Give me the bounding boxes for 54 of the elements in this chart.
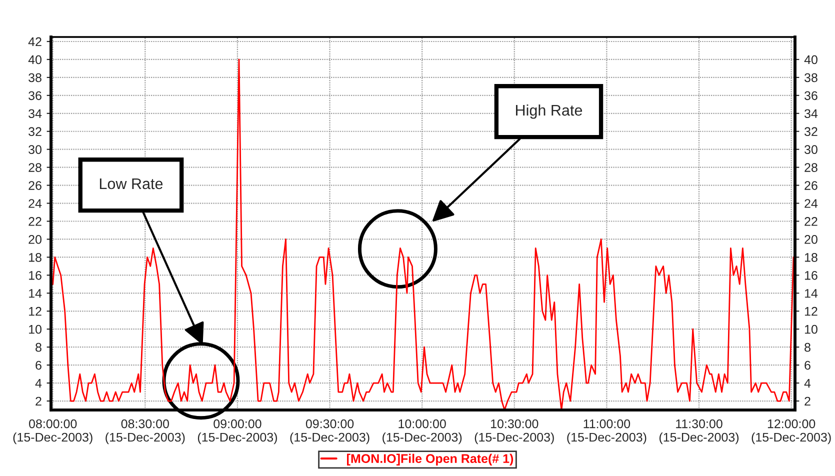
y2-tick-label: 8	[804, 342, 810, 352]
y-tick-label: 30	[28, 145, 42, 154]
y2-tick-label: 10	[804, 324, 818, 334]
x-tick-label: 10:00:00 (15-Dec-2003)	[382, 419, 462, 444]
x-tick-label: 11:30:00 (15-Dec-2003)	[659, 419, 739, 444]
y-tick-label: 6	[36, 360, 42, 370]
legend-label: [MON.IO]File Open Rate(# 1)	[347, 454, 514, 466]
y-tick-label: 34	[28, 109, 42, 118]
y2-tick-label: 38	[804, 73, 818, 82]
y2-tick-label: 24	[804, 199, 818, 208]
y2-tick-label: 18	[804, 253, 818, 262]
y-tick-label: 20	[28, 235, 42, 244]
y2-tick-label: 20	[804, 235, 818, 244]
y-tick-label: 38	[28, 73, 42, 82]
y2-tick-label: 32	[804, 127, 818, 136]
y2-tick-label: 12	[804, 306, 818, 316]
y-tick-label: 2	[36, 396, 42, 406]
y-tick-label: 22	[28, 217, 42, 226]
x-tick-label: 08:00:00 (15-Dec-2003)	[13, 419, 92, 444]
y2-tick-label: 16	[804, 270, 818, 280]
y-tick-label: 40	[28, 55, 42, 64]
x-tick-label: 12:00:00 (15-Dec-2003)	[752, 419, 831, 444]
y-tick-label: 42	[28, 37, 42, 46]
y2-tick-label: 26	[804, 181, 818, 190]
y2-tick-label: 40	[804, 55, 818, 64]
y-tick-label: 32	[28, 127, 42, 136]
y2-tick-label: 34	[804, 109, 818, 118]
y2-tick-label: 6	[804, 360, 810, 370]
y-tick-label: 10	[29, 324, 42, 334]
y-tick-label: 16	[29, 270, 42, 280]
x-tick-label: 11:00:00 (15-Dec-2003)	[567, 419, 646, 444]
y-tick-label: 4	[35, 378, 42, 388]
y-tick-label: 18	[29, 253, 42, 262]
annotation: Low Rate	[100, 178, 163, 190]
y2-tick-label: 2	[804, 396, 810, 406]
y-tick-label: 12	[29, 306, 42, 316]
x-tick-label: 08:30:00 (15-Dec-2003)	[106, 419, 185, 444]
y2-tick-label: 14	[804, 289, 818, 298]
y2-tick-label: 22	[804, 217, 818, 226]
y2-tick-label: 28	[804, 163, 818, 172]
y-tick-label: 8	[36, 342, 42, 352]
y-tick-label: 14	[29, 289, 42, 298]
y2-tick-label: 30	[804, 145, 818, 154]
y-tick-label: 24	[28, 199, 42, 208]
y-tick-label: 26	[28, 181, 42, 190]
y2-tick-label: 36	[804, 91, 818, 100]
x-tick-label: 09:00:00 (15-Dec-2003)	[198, 419, 277, 444]
y-tick-label: 28	[28, 163, 42, 172]
line-series	[52, 58, 794, 410]
x-tick-label: 09:30:00 (15-Dec-2003)	[290, 419, 370, 444]
annotation: High Rate	[516, 104, 582, 119]
x-tick-label: 10:30:00 (15-Dec-2003)	[474, 419, 554, 444]
y-tick-label: 36	[28, 91, 42, 100]
y2-tick-label: 4	[804, 378, 811, 388]
